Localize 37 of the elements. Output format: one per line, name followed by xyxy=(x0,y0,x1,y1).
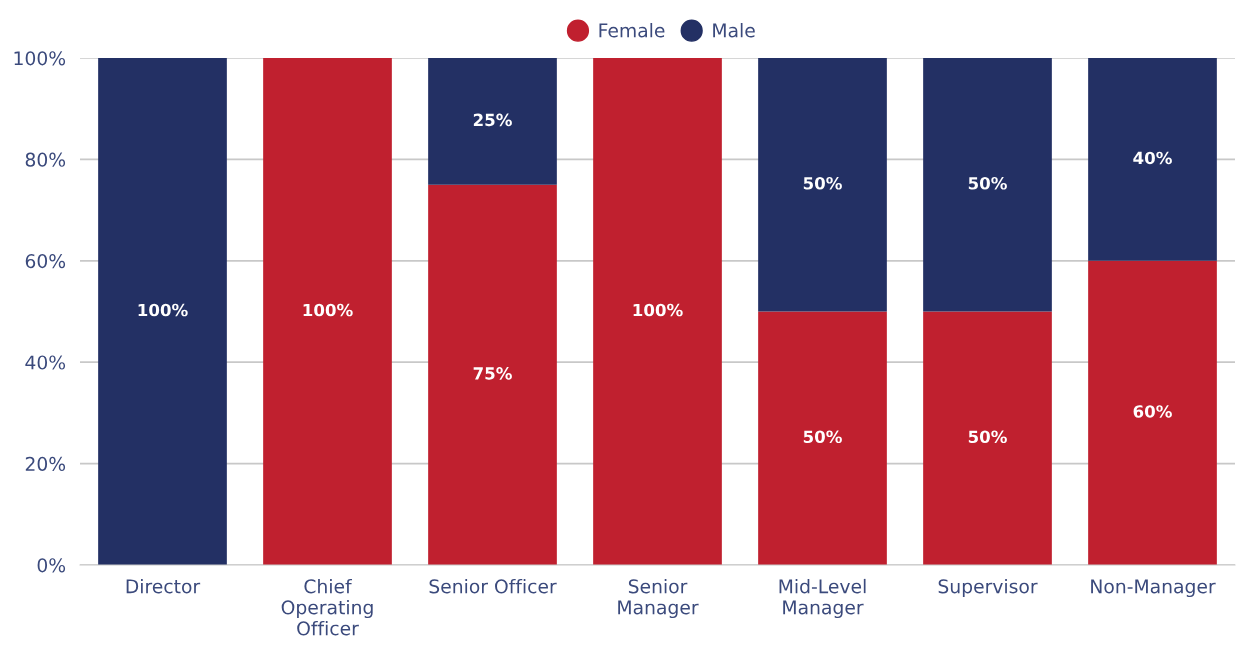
bar xyxy=(593,58,722,565)
data-label: 100% xyxy=(633,303,683,317)
legend-label: Female xyxy=(599,22,665,38)
y-tick-label: 20% xyxy=(25,456,66,471)
x-tick-label: Chief Operating Officer xyxy=(281,578,373,636)
bar xyxy=(923,58,1052,312)
bar xyxy=(1088,58,1217,261)
bar xyxy=(758,58,887,312)
x-tick-label: Mid-Level Manager xyxy=(779,578,866,619)
y-tick-label: 40% xyxy=(25,355,66,370)
data-label: 40% xyxy=(1133,151,1172,165)
x-tick-label: Senior Manager xyxy=(618,578,699,619)
data-label: 50% xyxy=(803,430,842,444)
data-label: 50% xyxy=(968,430,1007,444)
data-label: 50% xyxy=(803,176,842,190)
y-tick-label: 80% xyxy=(25,152,66,167)
y-tick-label: 0% xyxy=(37,558,66,573)
x-tick-label: Senior Officer xyxy=(429,578,557,594)
bar xyxy=(263,58,392,565)
data-label: 100% xyxy=(303,303,353,317)
x-tick-label: Non-Manager xyxy=(1091,579,1216,598)
bar xyxy=(428,58,557,185)
bar xyxy=(923,311,1052,565)
data-label: 100% xyxy=(138,303,188,317)
data-label: 60% xyxy=(1133,405,1172,418)
x-tick-label: Supervisor xyxy=(938,578,1038,598)
y-tick-label: 60% xyxy=(25,254,66,269)
bar xyxy=(98,58,227,565)
bar xyxy=(428,184,557,565)
data-label: 75% xyxy=(473,367,512,380)
bar xyxy=(758,311,887,565)
x-tick-label: Director xyxy=(126,578,201,594)
y-tick-label: 100% xyxy=(14,51,66,66)
bar xyxy=(1088,260,1217,565)
legend-label: Male xyxy=(713,22,755,38)
data-label: 25% xyxy=(473,113,512,127)
data-label: 50% xyxy=(968,176,1007,190)
